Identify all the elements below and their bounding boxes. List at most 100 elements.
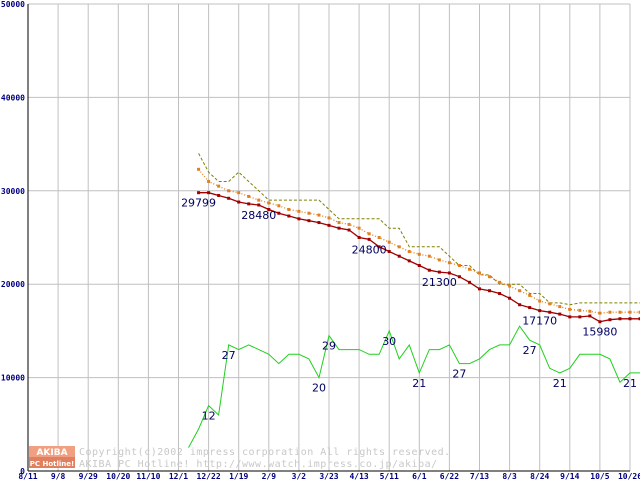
x-axis: 8/11 9/8 9/29 10/20 11/10 12/1 12/22 1/19 2/9 3/2… (18, 470, 640, 480)
series-min-point (437, 270, 441, 274)
series-min-point (287, 214, 291, 218)
series-min-point (307, 219, 311, 223)
series-min-point (407, 259, 411, 263)
series-avg-point (437, 258, 441, 262)
data-label: 21 (412, 377, 426, 390)
series-avg-point (538, 299, 542, 303)
series-min-point (578, 315, 582, 319)
series-avg-point (638, 310, 640, 314)
data-label: 21300 (422, 276, 457, 289)
series-avg-point (367, 232, 371, 236)
series-avg-point (508, 284, 512, 288)
series-min-point (237, 200, 241, 204)
x-tick-label: 9/8 (51, 472, 66, 480)
series-min-point (618, 317, 622, 321)
series-avg-point (457, 264, 461, 268)
x-tick-label: 9/29 (79, 472, 98, 480)
x-tick-label: 8/11 (18, 472, 37, 480)
series-avg-point (257, 198, 261, 202)
series-max-line (198, 153, 640, 306)
series-min-point (417, 264, 421, 268)
series-avg-point (478, 271, 481, 275)
series-avg-point (377, 236, 381, 239)
series-min-point (528, 306, 532, 310)
series-avg-point (227, 189, 231, 193)
series-min-point (518, 303, 522, 307)
data-label: 21 (623, 377, 637, 390)
series-avg-point (317, 213, 321, 217)
series-avg-point (277, 204, 281, 208)
copyright-block: AKIBA PC Hotline! Copyright(c)2002 impre… (29, 446, 451, 470)
series-min-point (478, 287, 481, 291)
series-avg-point (628, 310, 632, 314)
series-min-point (347, 228, 351, 232)
x-tick-label: 12/1 (169, 472, 188, 480)
series-avg-point (467, 267, 471, 271)
series-min-point (588, 314, 592, 318)
x-tick-label: 3/23 (319, 472, 338, 480)
x-tick-label: 2/9 (262, 472, 277, 480)
x-tick-label: 10/26 (618, 472, 640, 480)
series-avg-point (598, 311, 602, 315)
logo-bottom-bg (29, 457, 75, 468)
data-label: 28480 (241, 209, 276, 222)
series-avg-point (447, 261, 451, 265)
series-avg-point (267, 201, 271, 205)
x-tick-label: 5/11 (380, 472, 399, 480)
y-tick-label: 0 (20, 467, 25, 476)
series-avg-point (618, 310, 622, 314)
series-min-point (367, 237, 371, 241)
series-min-point (427, 268, 431, 272)
logo-top-bg (29, 446, 75, 457)
series-avg-point (357, 226, 361, 230)
data-label: 12 (202, 410, 216, 423)
y-tick-label: 10000 (1, 374, 25, 383)
x-tick-label: 8/24 (530, 472, 549, 480)
series-avg-point (287, 207, 291, 211)
series-avg-point (207, 179, 211, 183)
series-avg-point (548, 302, 552, 306)
series-avg-point (327, 216, 331, 220)
copyright-line-2: AKIBA PC Hotline! http://www.watch.impre… (79, 459, 438, 470)
x-tick-label: 1/19 (229, 472, 248, 480)
series-avg-point (217, 184, 221, 188)
series-min-point (558, 312, 562, 316)
series-avg-point (568, 307, 572, 311)
series-avg-point (337, 221, 341, 225)
series-avg-point (407, 250, 411, 254)
series-min-point (267, 207, 271, 211)
series-avg-point (588, 309, 592, 313)
grid (27, 3, 631, 472)
data-label: 27 (452, 368, 466, 381)
data-label: 17170 (522, 315, 557, 328)
series-min-point (467, 280, 471, 284)
series-min-point (638, 317, 640, 321)
series-min-point (377, 245, 381, 249)
x-tick-label: 6/1 (412, 472, 427, 480)
series-avg-point (237, 191, 241, 195)
series-min-point (548, 310, 552, 314)
series-avg-point (518, 289, 522, 293)
x-tick-label: 4/13 (349, 472, 368, 480)
series-layer (188, 153, 640, 448)
annotation-layer: 2979928480248002130017170159801580012272… (181, 197, 637, 423)
series-avg-point (347, 222, 351, 226)
series-min-point (457, 275, 461, 279)
series-min-point (447, 271, 451, 275)
x-tick-label: 11/10 (136, 472, 160, 480)
y-tick-label: 50000 (1, 0, 25, 9)
data-label: 20 (312, 382, 326, 395)
series-min-point (397, 254, 401, 258)
series-avg-point (387, 240, 391, 244)
series-min-point (387, 250, 391, 254)
copyright-line-1: Copyright(c)2002 impress corporation All… (79, 447, 451, 458)
data-label: 29799 (181, 197, 216, 210)
series-min-point (538, 309, 542, 313)
series-min-point (247, 202, 251, 206)
series-min-point (508, 296, 512, 300)
series-min-point (337, 226, 341, 230)
data-label: 24800 (352, 243, 387, 256)
y-tick-label: 20000 (1, 280, 25, 289)
y-tick-label: 30000 (1, 187, 25, 196)
